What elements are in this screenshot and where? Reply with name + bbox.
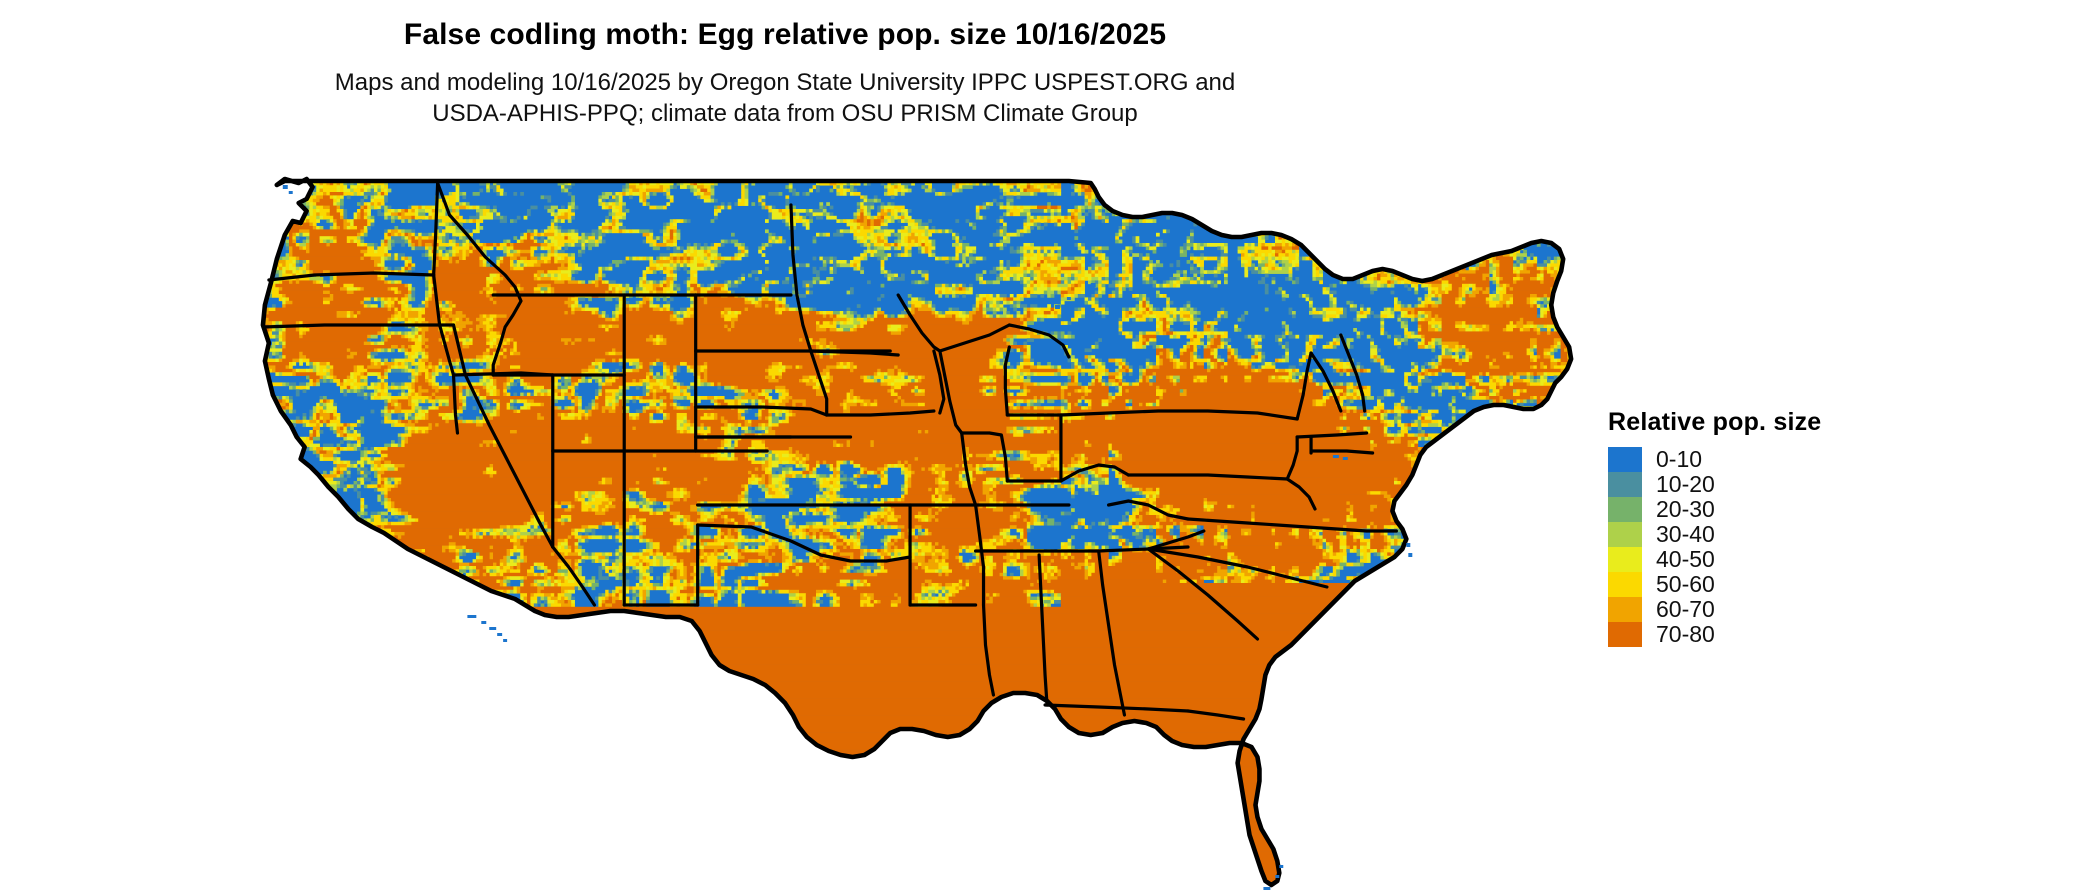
legend-label-70-80: 70-80 (1656, 621, 1715, 647)
subtitle-line-1: Maps and modeling 10/16/2025 by Oregon S… (334, 68, 1236, 96)
offshore-island (1406, 543, 1411, 547)
state-border-segment (1186, 709, 1246, 721)
subtitle-line-2: USDA-APHIS-PPQ; climate data from OSU PR… (432, 100, 1138, 128)
offshore-island (288, 191, 293, 194)
legend-labels: 0-10 10-20 20-30 30-40 40-50 50-60 60-70 70-80 (1656, 447, 1715, 647)
legend-swatch-50-60 (1608, 572, 1642, 597)
state-border-segment (973, 503, 986, 607)
legend: Relative pop. size 0-10 10-20 20-30 30-40 40… (1608, 408, 1908, 647)
legend-swatch-20-30 (1608, 497, 1642, 522)
legend-swatch-0-10 (1608, 447, 1642, 472)
legend-label-60-70: 60-70 (1656, 596, 1715, 622)
state-border-segment (436, 181, 523, 377)
legend-label-10-20: 10-20 (1656, 471, 1715, 497)
state-border-segment (551, 545, 597, 607)
offshore-island (1279, 865, 1284, 868)
offshore-island (1275, 875, 1280, 878)
legend-label-0-10: 0-10 (1656, 446, 1703, 472)
offshore-island (1090, 283, 1096, 287)
state-border-segment (1295, 351, 1313, 421)
legend-swatch-10-20 (1608, 472, 1642, 497)
state-border-segment (1186, 517, 1399, 533)
state-border-segment (932, 349, 946, 415)
map-subtitle: Maps and modeling 10/16/2025 by Oregon S… (0, 67, 1570, 131)
title-block: False codling moth: Egg relative pop. si… (0, 18, 1570, 130)
state-border-segment (809, 349, 829, 417)
state-border-segment (981, 603, 996, 697)
state-border-segment (938, 349, 964, 435)
legend-swatch-30-40 (1608, 522, 1642, 547)
state-border-segment (1309, 449, 1375, 455)
offshore-island (1263, 887, 1271, 890)
state-border-segment (261, 323, 456, 329)
national-outline (260, 176, 1574, 888)
state-border-segment (1285, 435, 1299, 481)
state-border-segment (694, 405, 829, 417)
state-border-segment (1007, 323, 1071, 359)
state-border-segment (1146, 529, 1206, 551)
state-border-segment (1309, 351, 1343, 413)
legend-swatch-60-70 (1608, 597, 1642, 622)
state-border-segment (432, 273, 456, 377)
us-choropleth-map (255, 175, 1585, 890)
offshore-island (503, 639, 508, 642)
state-border-segment (451, 323, 555, 549)
state-border-segment (1059, 409, 1299, 421)
state-border-segment (267, 271, 436, 282)
offshore-island (1066, 297, 1071, 300)
legend-label-20-30: 20-30 (1656, 496, 1715, 522)
page-title: False codling moth: Egg relative pop. si… (403, 18, 1167, 51)
state-border-segment (1126, 473, 1289, 481)
legend-label-50-60: 50-60 (1656, 571, 1715, 597)
state-border-segment (1339, 333, 1367, 413)
state-border-segment (1097, 549, 1127, 717)
state-border-segment (1037, 553, 1049, 707)
state-border-segment (696, 523, 912, 563)
legend-label-30-40: 30-40 (1656, 521, 1715, 547)
state-border-segment (825, 409, 936, 417)
legend-rows: 0-10 10-20 20-30 30-40 40-50 50-60 60-70 70-80 (1608, 447, 1908, 647)
state-border-segment (1146, 547, 1329, 589)
state-boundaries (261, 181, 1399, 721)
legend-swatch-40-50 (1608, 547, 1642, 572)
offshore-island (497, 633, 503, 636)
state-border-segment (694, 435, 769, 453)
offshore-island (481, 621, 487, 624)
legend-swatches (1608, 447, 1642, 647)
state-border-segment (809, 349, 900, 357)
offshore-island (489, 627, 497, 630)
state-border-segment (1059, 463, 1131, 483)
offshore-island (467, 615, 477, 618)
offshore-island (282, 185, 288, 189)
state-border-segment (451, 373, 460, 435)
state-border-segment (1043, 703, 1190, 713)
map-canvas (260, 176, 1574, 890)
state-border-segment (432, 181, 440, 277)
state-border-segment (1106, 499, 1190, 521)
legend-title: Relative pop. size (1608, 408, 1822, 436)
state-border-segment (1003, 345, 1011, 417)
state-border-segment (938, 323, 1011, 353)
legend-swatch-70-80 (1608, 622, 1642, 647)
offshore-islands (282, 185, 1413, 890)
state-border-segment (789, 203, 813, 353)
state-border-segment (896, 293, 942, 353)
offshore-island (1408, 553, 1413, 557)
state-border-segment (1285, 477, 1317, 511)
offshore-island (1342, 457, 1348, 460)
legend-label-40-50: 40-50 (1656, 546, 1715, 572)
state-border-segment (960, 431, 1009, 483)
state-border-segment (960, 431, 978, 507)
state-border-segment (1146, 547, 1260, 641)
offshore-island (1054, 305, 1060, 309)
offshore-island (1332, 455, 1339, 458)
